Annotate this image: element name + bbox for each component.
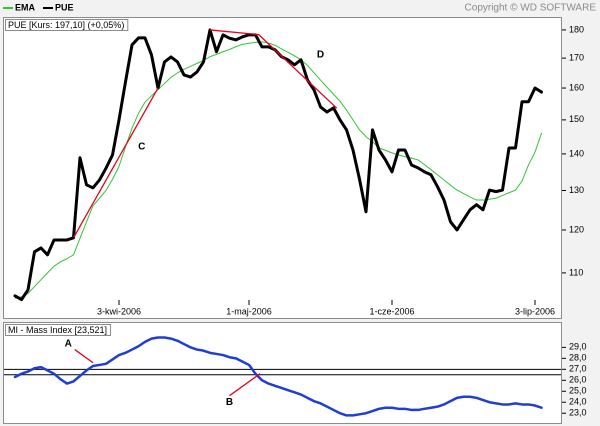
- y-tick-label: 110: [569, 267, 583, 277]
- annotation-line: [209, 29, 338, 109]
- panel-title-box: [5, 324, 112, 336]
- annotation-line: [229, 373, 261, 397]
- y-tick-label: 29,0: [569, 342, 587, 352]
- annotation-line: [74, 349, 94, 364]
- annotation-label: D: [317, 50, 324, 61]
- panel-title-box: [5, 19, 129, 31]
- y-tick-label: 23,0: [569, 408, 587, 418]
- x-tick-label: 1-cze-2006: [369, 306, 414, 316]
- y-tick-label: 28,0: [569, 353, 587, 363]
- y-tick-label: 25,0: [569, 386, 587, 396]
- panel-title: MI - Mass Index [23,521]: [8, 325, 107, 335]
- y-tick-label: 26,0: [569, 375, 587, 385]
- annotation-label: A: [65, 339, 72, 350]
- copyright: Copyright © WD SOFTWARE: [465, 3, 597, 14]
- series-line: [13, 336, 543, 417]
- y-tick-label: 130: [569, 185, 584, 195]
- y-tick-label: 170: [569, 52, 584, 62]
- price-panel: [3, 17, 562, 319]
- series-line: [14, 41, 542, 299]
- legend-label: PUE: [55, 2, 74, 12]
- y-tick-label: 150: [569, 114, 584, 124]
- y-tick-label: 24,0: [569, 397, 587, 407]
- x-tick-label: 1-maj-2006: [226, 306, 272, 316]
- panel-title: PUE [Kurs: 197,10] (+0,05%): [8, 20, 124, 30]
- x-tick-label: 3-lip-2006: [515, 306, 555, 316]
- y-tick-label: 140: [569, 148, 584, 158]
- annotation-label: C: [138, 142, 145, 153]
- annotation-line: [72, 87, 159, 239]
- indicator-panel: [3, 322, 562, 424]
- x-tick-label: 3-kwi-2006: [97, 306, 141, 316]
- y-tick-label: 27,0: [569, 364, 587, 374]
- y-tick-label: 120: [569, 224, 584, 234]
- annotation-label: B: [226, 397, 233, 408]
- y-tick-label: 180: [569, 24, 584, 34]
- y-tick-label: 160: [569, 82, 584, 92]
- legend-label: EMA: [15, 2, 36, 12]
